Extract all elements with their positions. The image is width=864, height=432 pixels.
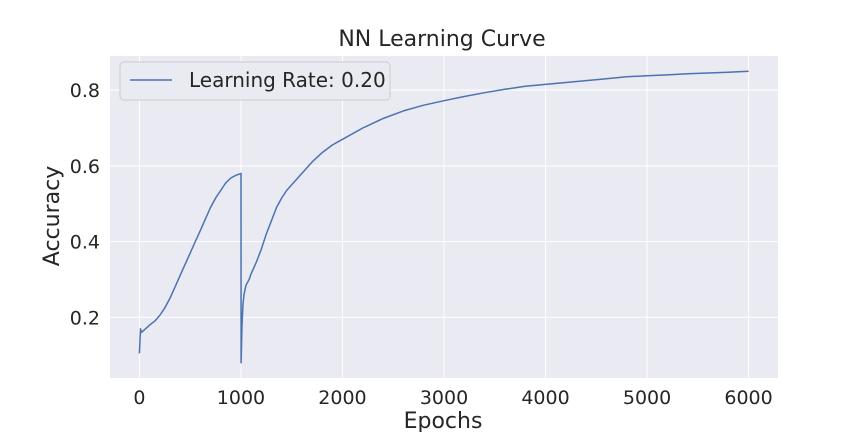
y-tick-label: 0.2 (70, 307, 100, 329)
x-axis-label: Epochs (404, 409, 483, 432)
x-tick-label: 5000 (623, 387, 671, 409)
x-tick-label: 3000 (420, 387, 468, 409)
x-tick-label: 0 (133, 387, 145, 409)
legend-box (119, 61, 391, 101)
y-tick-labels: 0.2 0.4 0.6 0.8 (70, 80, 100, 329)
x-tick-label: 4000 (521, 387, 569, 409)
legend: Learning Rate: 0.20 (119, 61, 391, 101)
legend-label: Learning Rate: 0.20 (189, 68, 386, 92)
y-tick-label: 0.8 (70, 80, 100, 102)
series-line (138, 70, 749, 364)
y-tick-label: 0.6 (70, 156, 100, 178)
x-tick-label: 2000 (318, 387, 366, 409)
series-layer (138, 70, 749, 364)
x-tick-labels: 0 1000 2000 3000 4000 5000 6000 (133, 387, 772, 409)
x-tick-label: 6000 (724, 387, 772, 409)
chart-title: NN Learning Curve (338, 27, 545, 52)
x-tick-label: 1000 (217, 387, 265, 409)
y-axis-label: Accuracy (40, 166, 65, 266)
y-tick-label: 0.4 (70, 232, 100, 254)
